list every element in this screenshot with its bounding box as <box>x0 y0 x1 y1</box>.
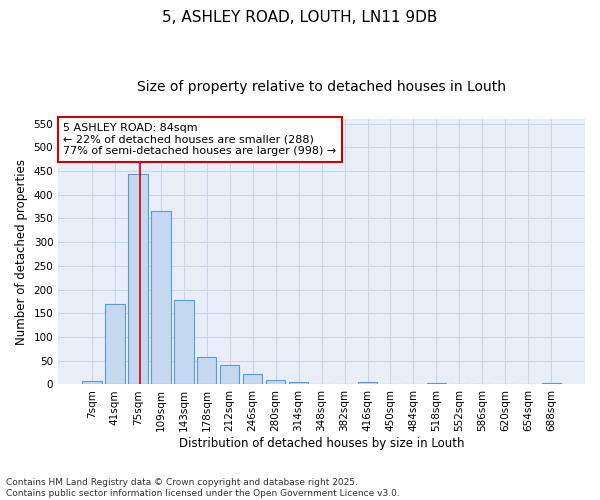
Bar <box>197 358 217 384</box>
Bar <box>151 212 170 384</box>
Bar <box>427 382 446 384</box>
X-axis label: Distribution of detached houses by size in Louth: Distribution of detached houses by size … <box>179 437 464 450</box>
Text: Contains HM Land Registry data © Crown copyright and database right 2025.
Contai: Contains HM Land Registry data © Crown c… <box>6 478 400 498</box>
Bar <box>128 174 148 384</box>
Bar <box>542 382 561 384</box>
Bar <box>289 382 308 384</box>
Bar <box>266 380 286 384</box>
Bar <box>105 304 125 384</box>
Bar <box>174 300 194 384</box>
Bar <box>358 382 377 384</box>
Bar <box>220 366 239 384</box>
Title: Size of property relative to detached houses in Louth: Size of property relative to detached ho… <box>137 80 506 94</box>
Bar <box>243 374 262 384</box>
Bar <box>82 380 101 384</box>
Text: 5, ASHLEY ROAD, LOUTH, LN11 9DB: 5, ASHLEY ROAD, LOUTH, LN11 9DB <box>163 10 437 25</box>
Text: 5 ASHLEY ROAD: 84sqm
← 22% of detached houses are smaller (288)
77% of semi-deta: 5 ASHLEY ROAD: 84sqm ← 22% of detached h… <box>64 123 337 156</box>
Y-axis label: Number of detached properties: Number of detached properties <box>15 158 28 344</box>
